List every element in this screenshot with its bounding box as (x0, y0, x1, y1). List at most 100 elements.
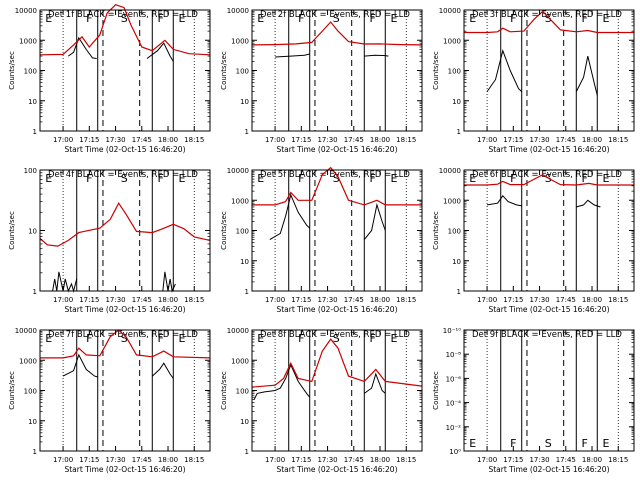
x-tick-label: 17:45 (344, 296, 364, 304)
x-tick-label: 18:00 (370, 296, 390, 304)
y-tick-label: 10 (240, 418, 249, 426)
y-tick-label: 10⁻¹⁰ (443, 327, 461, 335)
y-tick-label: 10⁻⁸ (446, 351, 462, 359)
band-label: E (179, 172, 186, 185)
band-label: F (86, 12, 92, 25)
lld-curve (251, 338, 423, 388)
y-tick-label: 10 (452, 98, 461, 106)
band-label: F (158, 172, 164, 185)
band-label: F (510, 172, 516, 185)
lld-curve (40, 329, 211, 359)
lld-curve (464, 10, 634, 34)
x-tick-label: 18:15 (184, 456, 204, 464)
band-label: E (603, 437, 610, 450)
panel-title: Det 7f BLACK = Events, RED = LLD (48, 330, 198, 340)
plot-frame (39, 169, 211, 292)
plot-frame (251, 329, 423, 452)
events-curve (269, 193, 311, 241)
x-tick-label: 17:30 (317, 296, 337, 304)
events-curve (162, 271, 176, 293)
y-tick-label: 1 (245, 128, 249, 136)
lld-curve (39, 4, 211, 56)
x-axis-label: Start Time (02-Oct-15 16:46:20) (64, 465, 185, 474)
x-tick-label: 17:30 (105, 456, 125, 464)
y-tick-label: 10000 (227, 7, 249, 15)
events-curve (52, 271, 78, 293)
band-label: F (582, 172, 588, 185)
x-axis-label: Start Time (02-Oct-15 16:46:20) (488, 145, 609, 154)
x-tick-label: 17:45 (132, 296, 152, 304)
y-tick-label: 10 (240, 98, 249, 106)
plot-frame (251, 169, 423, 292)
x-tick-label: 17:30 (105, 136, 125, 144)
y-tick-label: 10000 (227, 167, 249, 175)
x-tick-label: 17:45 (556, 296, 576, 304)
x-tick-label: 17:45 (132, 456, 152, 464)
x-tick-label: 17:30 (317, 136, 337, 144)
band-label: F (510, 437, 516, 450)
events-curve (151, 362, 174, 379)
panel-title: Det 3f BLACK = Events, RED = LLD (472, 10, 622, 20)
x-tick-label: 18:00 (370, 136, 390, 144)
band-label: E (469, 172, 476, 185)
panel-title: Det 2f BLACK = Events, RED = LLD (260, 10, 410, 20)
events-curve (486, 49, 523, 92)
band-label: S (333, 332, 340, 345)
events-curve (146, 42, 174, 62)
band-label: F (298, 12, 304, 25)
lld-curve (251, 21, 423, 46)
y-tick-label: 10 (28, 418, 37, 426)
band-label: S (333, 12, 340, 25)
panel-title: Det 8f BLACK = Events, RED = LLD (260, 330, 410, 340)
band-label: S (545, 12, 552, 25)
band-label: E (603, 172, 610, 185)
band-label: E (45, 172, 52, 185)
y-axis-label: Counts/sec (8, 211, 16, 250)
x-axis-label: Start Time (02-Oct-15 16:46:20) (64, 305, 185, 314)
events-curve (253, 363, 311, 400)
band-label: E (391, 172, 398, 185)
events-curve (576, 199, 601, 208)
y-axis-label: Counts/sec (220, 211, 228, 250)
y-tick-label: 1 (33, 448, 37, 456)
band-label: S (333, 172, 340, 185)
y-tick-label: 100 (448, 228, 461, 236)
x-tick-label: 17:45 (344, 136, 364, 144)
band-label: E (179, 332, 186, 345)
events-curve (62, 353, 98, 378)
y-tick-label: 1 (457, 128, 461, 136)
y-tick-label: 1 (457, 288, 461, 296)
x-tick-label: 17:15 (503, 296, 523, 304)
x-tick-label: 17:30 (529, 296, 549, 304)
x-tick-label: 18:15 (184, 296, 204, 304)
x-tick-label: 17:00 (53, 456, 73, 464)
band-label: F (370, 332, 376, 345)
x-tick-label: 17:00 (477, 296, 497, 304)
x-tick-label: 17:15 (503, 456, 523, 464)
y-tick-label: 100 (236, 68, 249, 76)
x-axis-label: Start Time (02-Oct-15 16:46:20) (276, 465, 397, 474)
y-tick-label: 10⁻⁴ (446, 400, 462, 408)
y-tick-label: 10000 (227, 327, 249, 335)
x-axis-label: Start Time (02-Oct-15 16:46:20) (276, 145, 397, 154)
x-tick-label: 17:45 (556, 136, 576, 144)
x-tick-label: 17:30 (317, 456, 337, 464)
y-tick-label: 10000 (15, 327, 37, 335)
y-tick-label: 1000 (19, 37, 37, 45)
y-tick-label: 10 (28, 228, 37, 236)
panel-title: Det 1f BLACK = Events, RED = LLD (48, 10, 198, 20)
plot-frame (463, 9, 635, 132)
lld-curve (252, 166, 422, 206)
x-tick-label: 17:00 (53, 296, 73, 304)
y-tick-label: 1 (245, 448, 249, 456)
x-tick-label: 18:00 (582, 296, 602, 304)
x-tick-label: 17:00 (265, 456, 285, 464)
y-tick-label: 10000 (439, 167, 461, 175)
